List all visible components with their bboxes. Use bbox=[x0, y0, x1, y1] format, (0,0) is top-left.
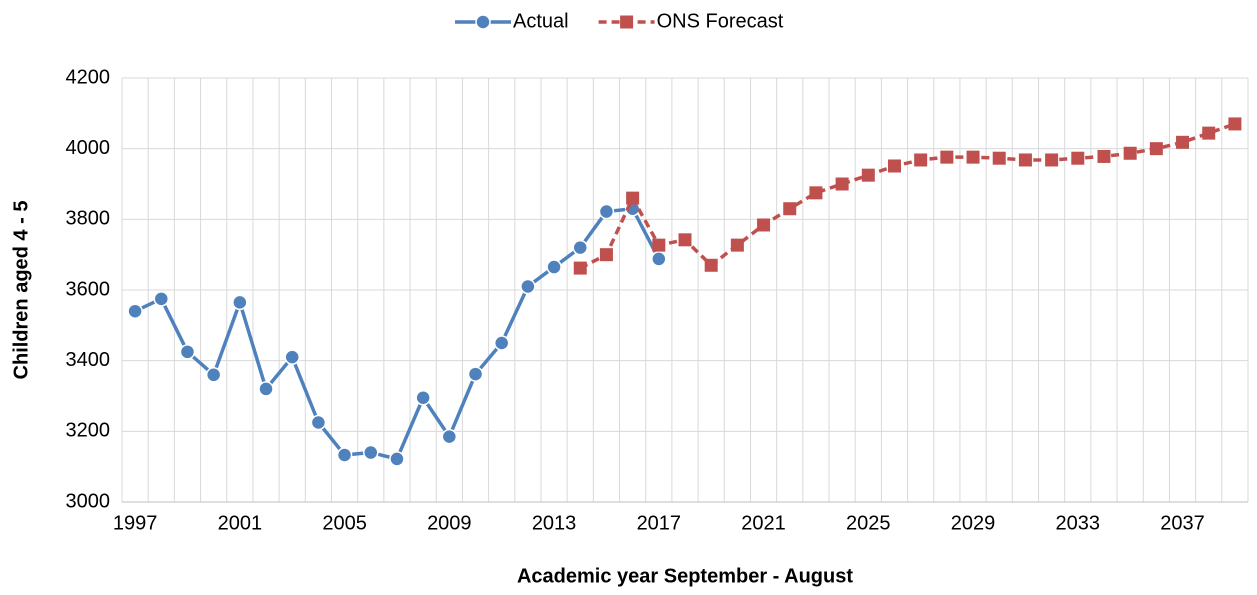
marker bbox=[757, 218, 771, 232]
marker bbox=[651, 251, 667, 267]
marker bbox=[153, 291, 170, 307]
legend-item: Actual bbox=[455, 10, 569, 32]
y-tick-label: 3800 bbox=[66, 208, 111, 230]
marker bbox=[232, 294, 248, 311]
marker bbox=[572, 239, 589, 256]
marker bbox=[678, 233, 692, 247]
marker bbox=[546, 259, 562, 275]
marker bbox=[1071, 151, 1085, 165]
marker bbox=[887, 159, 901, 173]
marker bbox=[1018, 153, 1032, 167]
x-tick-label: 2021 bbox=[741, 512, 786, 534]
marker bbox=[1149, 142, 1163, 156]
y-tick-label: 4000 bbox=[66, 137, 111, 159]
y-tick-label: 3200 bbox=[66, 420, 111, 442]
marker bbox=[389, 451, 405, 467]
marker bbox=[809, 186, 823, 200]
x-tick-label: 2037 bbox=[1160, 512, 1205, 534]
legend-marker bbox=[475, 14, 491, 30]
y-tick-label: 4200 bbox=[66, 66, 111, 88]
x-tick-label: 2009 bbox=[427, 512, 472, 534]
marker bbox=[992, 151, 1006, 165]
x-tick-label: 2013 bbox=[532, 512, 577, 534]
x-tick-label: 2029 bbox=[951, 512, 996, 534]
marker bbox=[783, 202, 797, 216]
marker bbox=[258, 381, 274, 397]
marker bbox=[1176, 135, 1190, 149]
marker bbox=[1202, 126, 1216, 140]
marker bbox=[730, 238, 744, 252]
marker bbox=[441, 428, 458, 445]
marker bbox=[493, 335, 510, 351]
x-tick-label: 1997 bbox=[113, 512, 158, 534]
x-axis-title: Academic year September - August bbox=[517, 565, 853, 587]
y-tick-label: 3600 bbox=[66, 278, 111, 300]
marker bbox=[704, 258, 718, 272]
y-tick-label: 3400 bbox=[66, 349, 111, 371]
x-tick-label: 2017 bbox=[637, 512, 682, 534]
x-tick-label: 2025 bbox=[846, 512, 891, 534]
marker bbox=[573, 261, 587, 275]
legend-label: Actual bbox=[513, 10, 569, 32]
marker bbox=[599, 248, 613, 262]
marker bbox=[415, 390, 431, 406]
marker bbox=[626, 191, 640, 205]
x-tick-label: 2005 bbox=[322, 512, 367, 534]
legend-marker bbox=[620, 15, 634, 29]
marker bbox=[861, 168, 875, 182]
y-axis-title: Children aged 4 - 5 bbox=[10, 201, 32, 380]
x-tick-label: 2001 bbox=[218, 512, 263, 534]
marker bbox=[363, 444, 379, 461]
marker bbox=[127, 303, 143, 319]
marker bbox=[1045, 153, 1059, 167]
marker bbox=[940, 150, 954, 164]
marker bbox=[652, 238, 666, 252]
y-tick-label: 3000 bbox=[66, 490, 111, 512]
marker bbox=[966, 150, 980, 164]
marker bbox=[598, 203, 615, 220]
legend-item: ONS Forecast bbox=[598, 10, 784, 32]
marker bbox=[205, 367, 222, 383]
marker bbox=[336, 447, 353, 463]
marker bbox=[284, 349, 300, 365]
marker bbox=[835, 177, 849, 191]
x-tick-label: 2033 bbox=[1056, 512, 1101, 534]
legend-label: ONS Forecast bbox=[657, 10, 784, 32]
marker bbox=[1228, 117, 1242, 131]
marker bbox=[179, 344, 196, 360]
marker bbox=[1097, 149, 1111, 163]
marker bbox=[520, 278, 536, 295]
marker bbox=[914, 153, 928, 167]
marker bbox=[467, 366, 484, 382]
marker bbox=[310, 414, 327, 431]
marker bbox=[1123, 146, 1137, 160]
